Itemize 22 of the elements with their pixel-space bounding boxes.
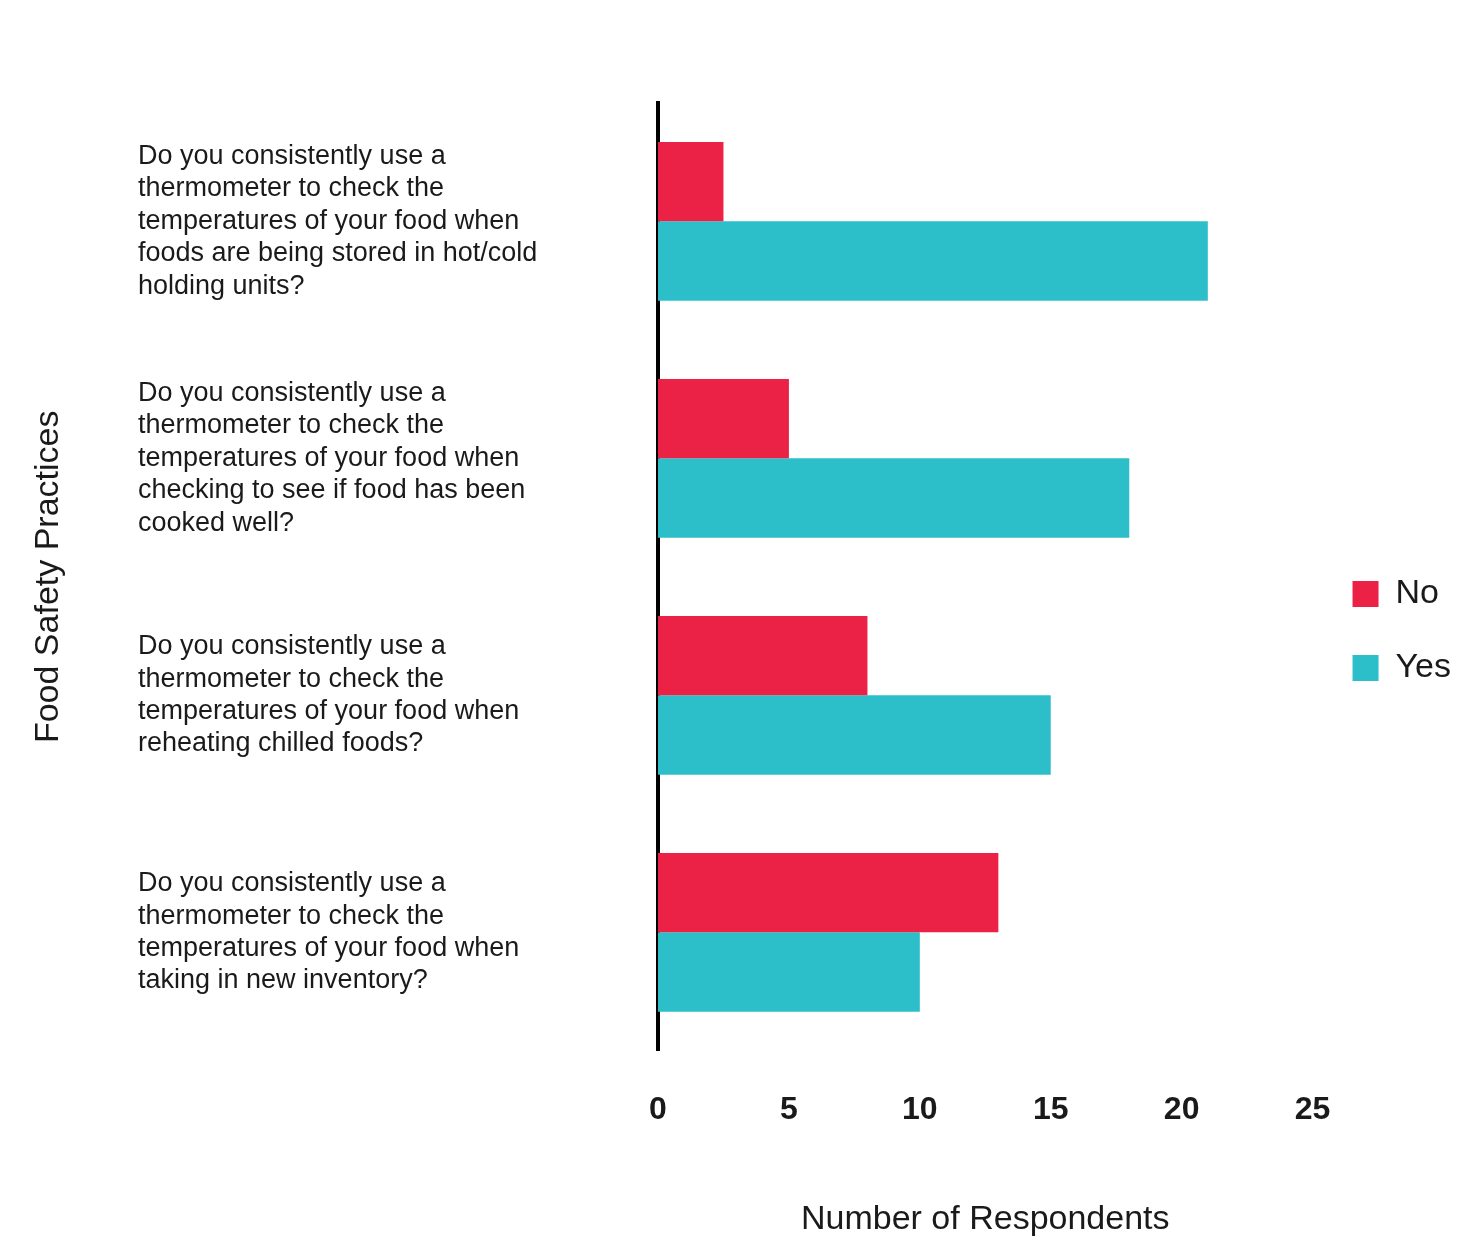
bar bbox=[658, 221, 1208, 301]
bar bbox=[658, 458, 1130, 538]
x-tick-label: 0 bbox=[649, 1089, 667, 1126]
legend-label: Yes bbox=[1395, 646, 1451, 685]
bar bbox=[658, 141, 724, 222]
bar bbox=[658, 932, 920, 1012]
x-tick-label: 20 bbox=[1163, 1089, 1200, 1126]
y-tick-label: Do you consistently use a thermometer to check the temperatures of your food when taking in new inventory? bbox=[138, 867, 520, 995]
y-tick-label: Do you consistently use a thermometer to check the temperatures of your food when checking to see if food has been cooked well? bbox=[138, 376, 526, 537]
x-axis-title: Number of Respondents bbox=[800, 1197, 1170, 1236]
y-axis-title: Food Safety Practices bbox=[26, 410, 65, 744]
x-tick-label: 25 bbox=[1294, 1089, 1331, 1126]
bar bbox=[658, 852, 999, 933]
bar bbox=[658, 615, 868, 696]
x-tick-label: 5 bbox=[780, 1089, 798, 1126]
x-tick-label: 15 bbox=[1032, 1089, 1069, 1126]
x-tick-label: 10 bbox=[902, 1089, 938, 1126]
bar bbox=[658, 695, 1051, 775]
y-tick-label: Do you consistently use a thermometer to check the temperatures of your food when reheating chilled foods? bbox=[138, 630, 520, 758]
legend-label: No bbox=[1395, 572, 1439, 611]
bar bbox=[658, 378, 789, 459]
y-tick-label: Do you consistently use a thermometer to check the temperatures of your food when foods are being stored in hot/cold holding units? bbox=[138, 139, 538, 300]
